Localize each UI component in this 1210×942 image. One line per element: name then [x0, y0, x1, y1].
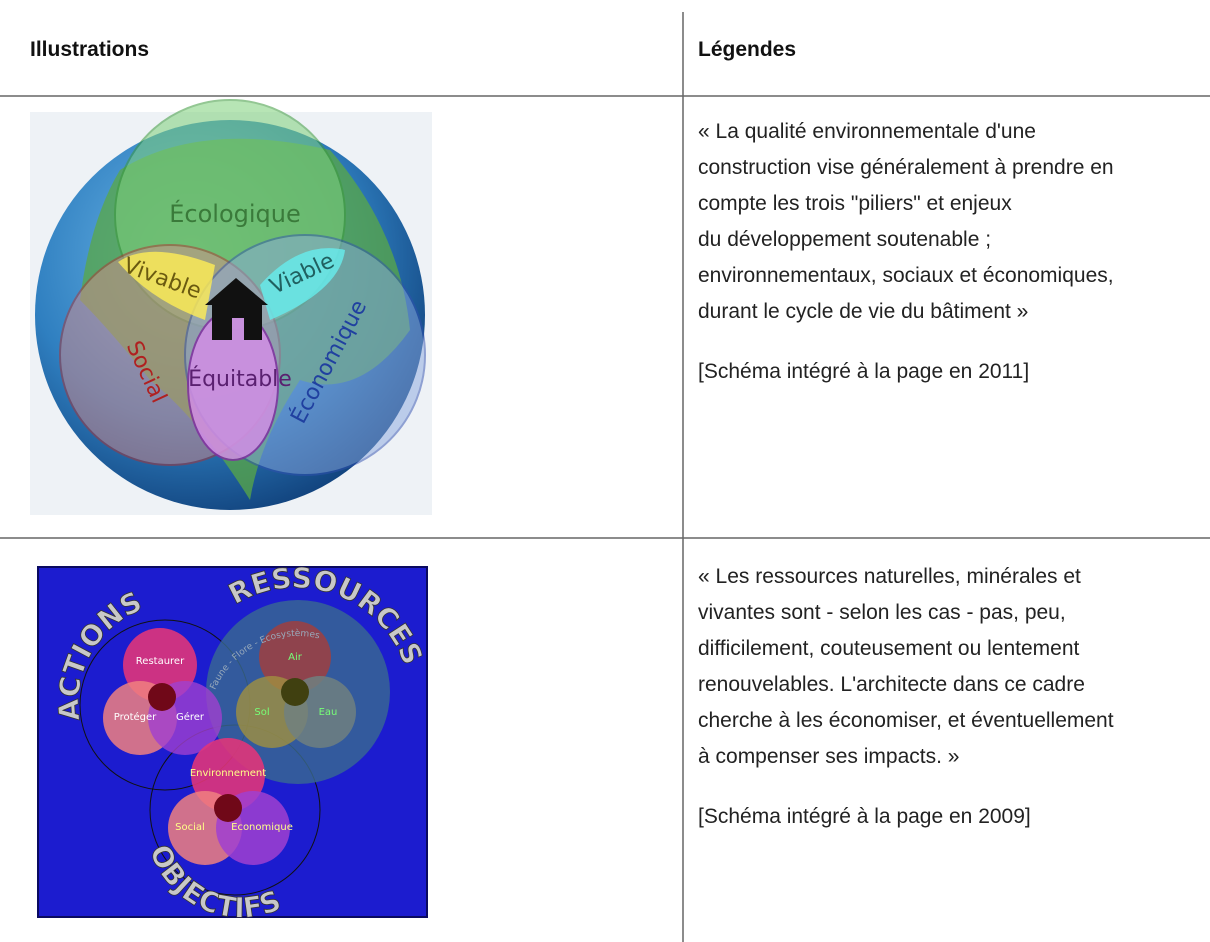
header-cell: Illustrations — [30, 38, 149, 61]
legend-line: environnementaux, sociaux et économiques… — [698, 264, 1114, 287]
legend-line: durant le cycle de vie du bâtiment » — [698, 300, 1028, 323]
legend-note: [Schéma intégré à la page en 2009] — [698, 805, 1031, 828]
legend-line: « Les ressources naturelles, minérales e… — [698, 565, 1081, 588]
legend-line: du développement soutenable ; — [698, 228, 991, 251]
illustration-label: Écologique — [169, 199, 301, 228]
legend-line: vivantes sont - selon les cas - pas, peu… — [698, 601, 1066, 624]
legend-cells: « La qualité environnementale d'une const… — [698, 120, 1114, 828]
header-cell: Légendes — [698, 38, 796, 61]
illustration-label: Gérer — [176, 711, 205, 723]
illustration-label: Restaurer — [136, 656, 185, 667]
legend-line: construction vise généralement à prendre… — [698, 156, 1114, 179]
legend-note: [Schéma intégré à la page en 2011] — [698, 360, 1029, 383]
legend-line: cherche à les économiser, et éventuellem… — [698, 709, 1114, 732]
illustration-label: Sol — [254, 707, 269, 718]
illustration-label: Economique — [231, 822, 293, 833]
illustration-label: Eau — [319, 707, 338, 718]
illustration-globe: Écologique Vivable Viable Social Équitab… — [30, 99, 432, 515]
legend-line: renouvelables. L'architecte dans ce cadr… — [698, 673, 1085, 696]
illustration-venn: ACTIONS RESSOURCES OBJECTIFS Faune - Flo… — [37, 561, 430, 925]
illustration-label: Social — [175, 822, 205, 833]
legend-line: « La qualité environnementale d'une — [698, 120, 1036, 143]
illustration-label: Environnement — [190, 768, 266, 779]
legend-line: à compenser ses impacts. » — [698, 745, 959, 768]
legend-line: compte les trois "piliers" et enjeux — [698, 192, 1012, 215]
illustration-label: Protéger — [114, 711, 157, 723]
illustration-label: Équitable — [188, 366, 292, 392]
illustration-label: Air — [288, 652, 303, 663]
legend-line: difficilement, couteusement ou lentement — [698, 637, 1079, 660]
